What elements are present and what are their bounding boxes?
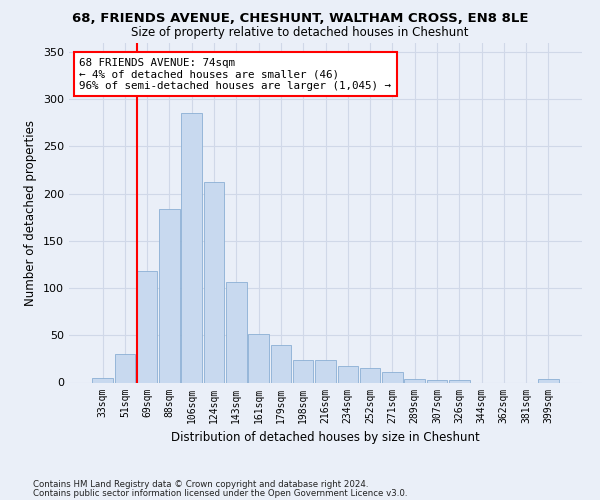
Bar	[137, 271, 157, 382]
X-axis label: Distribution of detached houses by size in Cheshunt: Distribution of detached houses by size …	[171, 431, 480, 444]
Bar	[293, 360, 313, 382]
Bar	[538, 378, 559, 382]
Bar	[315, 360, 336, 382]
Bar	[427, 380, 447, 382]
Text: Contains public sector information licensed under the Open Government Licence v3: Contains public sector information licen…	[33, 488, 407, 498]
Bar	[248, 334, 269, 382]
Bar	[404, 378, 425, 382]
Text: 68, FRIENDS AVENUE, CHESHUNT, WALTHAM CROSS, EN8 8LE: 68, FRIENDS AVENUE, CHESHUNT, WALTHAM CR…	[72, 12, 528, 26]
Bar	[226, 282, 247, 382]
Text: Contains HM Land Registry data © Crown copyright and database right 2024.: Contains HM Land Registry data © Crown c…	[33, 480, 368, 489]
Text: 68 FRIENDS AVENUE: 74sqm
← 4% of detached houses are smaller (46)
96% of semi-de: 68 FRIENDS AVENUE: 74sqm ← 4% of detache…	[79, 58, 391, 91]
Bar	[382, 372, 403, 382]
Bar	[271, 344, 291, 383]
Y-axis label: Number of detached properties: Number of detached properties	[25, 120, 37, 306]
Bar	[159, 208, 180, 382]
Bar	[181, 114, 202, 382]
Bar	[449, 380, 470, 382]
Bar	[92, 378, 113, 382]
Bar	[115, 354, 135, 382]
Bar	[204, 182, 224, 382]
Bar	[338, 366, 358, 382]
Bar	[360, 368, 380, 382]
Text: Size of property relative to detached houses in Cheshunt: Size of property relative to detached ho…	[131, 26, 469, 39]
